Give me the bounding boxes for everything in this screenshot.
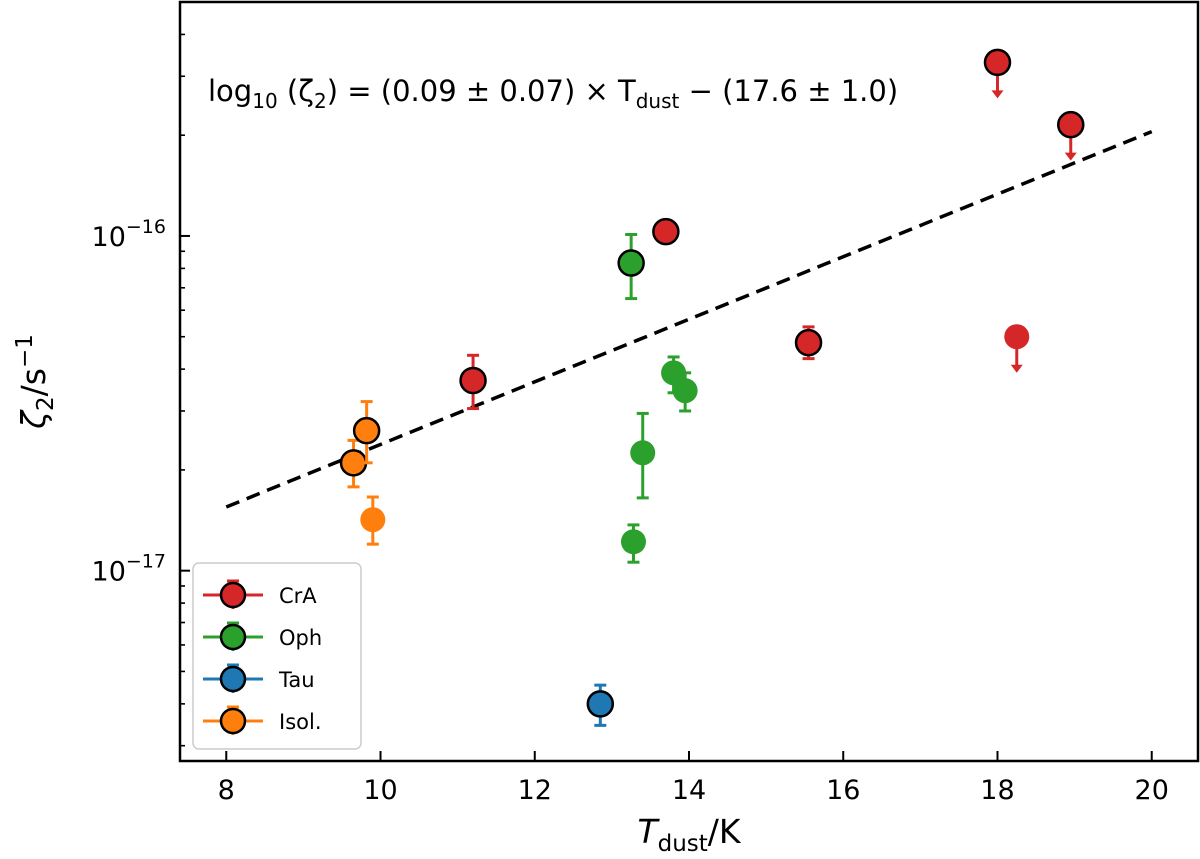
point-isol-0 (339, 438, 368, 489)
upper-limit-arrowhead (1010, 364, 1023, 373)
point-cra-2 (794, 325, 823, 361)
marker (983, 48, 1012, 77)
legend-label: CrA (279, 584, 317, 608)
legend-marker (219, 707, 247, 735)
legend-frame (192, 562, 362, 750)
point-cra-3 (983, 48, 1012, 99)
point-cra-1 (652, 217, 680, 246)
marker (652, 217, 680, 246)
marker (360, 507, 386, 533)
x-tick-label: 20 (1135, 775, 1169, 806)
point-oph-0 (617, 233, 645, 301)
x-tick-label: 10 (363, 775, 397, 806)
marker (352, 416, 381, 445)
marker (620, 529, 646, 555)
point-oph-4 (620, 523, 646, 564)
legend-label: Oph (279, 626, 322, 650)
plot-layer: log10 (ζ2) = (0.09 ± 0.07) × Tdust − (17… (208, 48, 1153, 727)
point-cra-5 (1004, 324, 1030, 373)
x-tick-label: 14 (672, 775, 706, 806)
legend-label: Isol. (279, 710, 322, 734)
legend-entry-cra: CrA (203, 579, 317, 609)
point-oph-3 (630, 411, 656, 500)
x-axis-label: Tdust/K (637, 812, 741, 857)
legend: CrA Oph Tau Isol. (192, 562, 362, 750)
y-tick-label: 10−16 (92, 216, 166, 253)
marker (1004, 324, 1030, 350)
marker (672, 378, 698, 404)
marker (661, 360, 687, 386)
point-cra-0 (459, 353, 487, 411)
fit-equation: log10 (ζ2) = (0.09 ± 0.07) × Tdust − (17… (208, 74, 898, 113)
marker (1057, 110, 1085, 139)
legend-label: Tau (278, 668, 315, 692)
marker (617, 249, 645, 277)
x-tick-label: 18 (980, 775, 1014, 806)
point-isol-2 (360, 495, 386, 546)
legend-marker (219, 665, 247, 693)
x-tick-label: 12 (518, 775, 552, 806)
upper-limit-arrowhead (1064, 152, 1077, 161)
legend-marker (219, 581, 247, 609)
x-tick-label: 16 (826, 775, 860, 806)
marker (794, 328, 823, 357)
legend-entry-tau: Tau (203, 663, 315, 693)
point-isol-1 (352, 400, 381, 465)
y-axis-label: ζ2/s−1 (12, 334, 59, 430)
y-tick-label: 10−17 (92, 551, 166, 588)
legend-marker (219, 623, 247, 651)
marker (586, 690, 615, 718)
point-oph-2 (672, 371, 698, 413)
marker (459, 366, 487, 395)
axes-layer: 8 10 12 14 16 18 20 10−16 10−17 Tdust/K ζ2/s−1 (12, 0, 1200, 857)
point-cra-4 (1057, 110, 1085, 161)
fit-line (225, 129, 1153, 509)
legend-entry-oph: Oph (203, 621, 322, 651)
marker (630, 440, 656, 466)
point-tau-0 (586, 683, 615, 727)
legend-entry-isol: Isol. (203, 705, 322, 735)
upper-limit-arrowhead (991, 90, 1004, 99)
x-tick-label: 8 (218, 775, 235, 806)
